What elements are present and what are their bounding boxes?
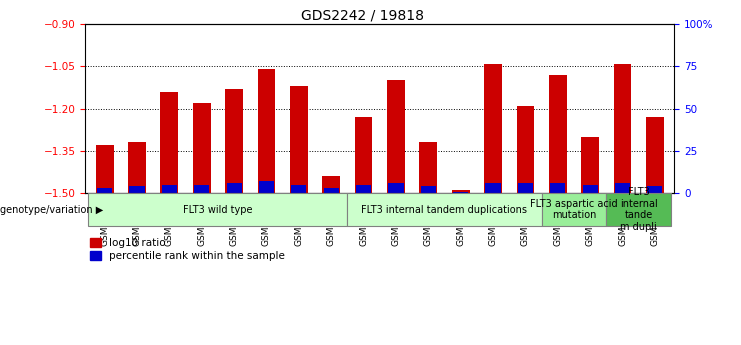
Bar	[162, 185, 177, 193]
Title: GDS2242 / 19818: GDS2242 / 19818	[301, 9, 424, 23]
Text: genotype/variation ▶: genotype/variation ▶	[0, 205, 103, 215]
Bar	[227, 183, 242, 193]
Bar	[258, 69, 276, 193]
Bar	[290, 86, 308, 193]
Bar	[324, 188, 339, 193]
Bar	[97, 188, 112, 193]
Bar	[518, 183, 533, 193]
Bar	[646, 117, 664, 193]
Bar	[88, 193, 348, 226]
Bar	[348, 193, 542, 226]
Bar	[161, 92, 179, 193]
Text: FLT3 wild type: FLT3 wild type	[183, 205, 253, 215]
Text: FLT3
internal
tande
m dupli: FLT3 internal tande m dupli	[619, 187, 657, 232]
Legend: log10 ratio, percentile rank within the sample: log10 ratio, percentile rank within the …	[90, 238, 285, 261]
Bar	[96, 145, 113, 193]
Bar	[421, 186, 436, 193]
Bar	[387, 80, 405, 193]
Bar	[419, 142, 437, 193]
Bar	[322, 176, 340, 193]
Bar	[484, 63, 502, 193]
Bar	[130, 186, 144, 193]
Bar	[615, 183, 630, 193]
Bar	[225, 89, 243, 193]
Text: FLT3 aspartic acid
mutation: FLT3 aspartic acid mutation	[530, 199, 618, 220]
Bar	[581, 137, 599, 193]
Bar	[388, 183, 404, 193]
Bar	[194, 185, 209, 193]
Bar	[606, 193, 671, 226]
Bar	[551, 183, 565, 193]
Bar	[193, 103, 210, 193]
Bar	[128, 142, 146, 193]
Bar	[356, 185, 371, 193]
Bar	[614, 63, 631, 193]
Bar	[582, 185, 598, 193]
Bar	[542, 193, 606, 226]
Bar	[452, 190, 470, 193]
Bar	[485, 183, 501, 193]
Bar	[291, 185, 307, 193]
Bar	[648, 186, 662, 193]
Bar	[453, 191, 468, 193]
Bar	[259, 181, 274, 193]
Text: FLT3 internal tandem duplications: FLT3 internal tandem duplications	[362, 205, 528, 215]
Bar	[516, 106, 534, 193]
Bar	[549, 75, 567, 193]
Bar	[355, 117, 373, 193]
